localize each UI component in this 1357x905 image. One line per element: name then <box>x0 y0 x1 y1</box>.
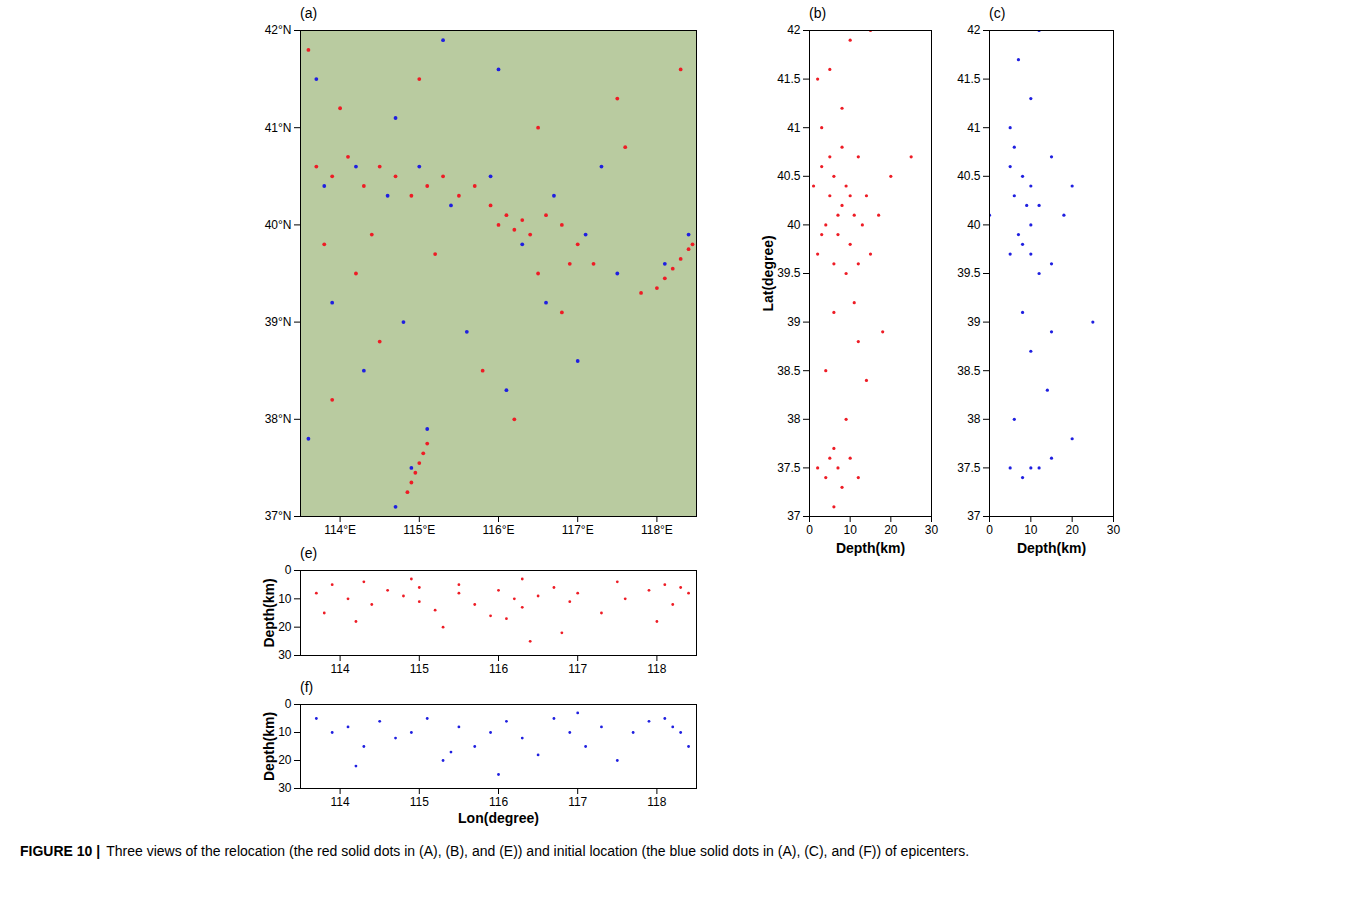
svg-text:39°N: 39°N <box>265 315 292 329</box>
svg-text:38°N: 38°N <box>265 412 292 426</box>
svg-text:114: 114 <box>331 795 350 809</box>
svg-text:Depth(km): Depth(km) <box>261 712 277 781</box>
svg-text:39: 39 <box>787 315 801 329</box>
svg-text:0: 0 <box>285 697 292 711</box>
svg-text:41.5: 41.5 <box>957 72 981 86</box>
svg-text:30: 30 <box>278 781 292 795</box>
svg-text:116: 116 <box>489 662 508 676</box>
svg-text:10: 10 <box>1024 523 1038 537</box>
svg-text:115: 115 <box>410 662 429 676</box>
svg-text:20: 20 <box>278 620 292 634</box>
svg-text:117°E: 117°E <box>562 523 594 537</box>
svg-text:38: 38 <box>967 412 981 426</box>
svg-text:37: 37 <box>787 509 801 523</box>
svg-text:114: 114 <box>331 662 350 676</box>
svg-text:Depth(km): Depth(km) <box>261 578 277 647</box>
svg-text:10: 10 <box>278 592 292 606</box>
svg-text:20: 20 <box>278 753 292 767</box>
svg-text:30: 30 <box>1107 523 1121 537</box>
svg-text:115°E: 115°E <box>403 523 435 537</box>
svg-text:39.5: 39.5 <box>777 266 801 280</box>
svg-text:116°E: 116°E <box>483 523 515 537</box>
svg-text:40: 40 <box>787 218 801 232</box>
svg-text:42: 42 <box>787 23 801 37</box>
svg-text:39.5: 39.5 <box>957 266 981 280</box>
svg-text:37.5: 37.5 <box>777 461 801 475</box>
svg-text:116: 116 <box>489 795 508 809</box>
svg-text:37: 37 <box>967 509 981 523</box>
html-text:(b): (b) <box>809 5 827 21</box>
svg-text:118: 118 <box>647 662 666 676</box>
svg-text:42: 42 <box>967 23 981 37</box>
svg-text:117: 117 <box>568 662 587 676</box>
svg-text:118: 118 <box>647 795 666 809</box>
svg-text:40°N: 40°N <box>265 218 292 232</box>
svg-text:38: 38 <box>787 412 801 426</box>
svg-text:40: 40 <box>967 218 981 232</box>
svg-text:39: 39 <box>967 315 981 329</box>
svg-text:114°E: 114°E <box>324 523 356 537</box>
svg-text:41°N: 41°N <box>265 121 292 135</box>
svg-text:115: 115 <box>410 795 429 809</box>
svg-text:30: 30 <box>278 648 292 662</box>
svg-text:Lat(degree): Lat(degree) <box>760 235 776 311</box>
svg-text:37.5: 37.5 <box>957 461 981 475</box>
svg-text:38.5: 38.5 <box>777 364 801 378</box>
svg-text:0: 0 <box>285 563 292 577</box>
svg-text:20: 20 <box>884 523 898 537</box>
svg-text:42°N: 42°N <box>265 23 292 37</box>
svg-text:10: 10 <box>843 523 857 537</box>
svg-text:Depth(km): Depth(km) <box>1017 540 1086 556</box>
html-text:(e): (e) <box>300 545 318 561</box>
svg-text:41.5: 41.5 <box>777 72 801 86</box>
svg-text:0: 0 <box>806 523 813 537</box>
svg-text:20: 20 <box>1065 523 1079 537</box>
svg-text:Lon(degree): Lon(degree) <box>458 810 539 826</box>
svg-text:118°E: 118°E <box>641 523 673 537</box>
svg-text:0: 0 <box>986 523 993 537</box>
svg-text:40.5: 40.5 <box>957 169 981 183</box>
html-text:FIGURE 10 | Three views of the: FIGURE 10 | Three views of the relocatio… <box>20 843 970 859</box>
svg-text:38.5: 38.5 <box>957 364 981 378</box>
svg-text:41: 41 <box>787 121 801 135</box>
html-text:(c): (c) <box>989 5 1006 21</box>
svg-text:30: 30 <box>925 523 939 537</box>
svg-text:117: 117 <box>568 795 587 809</box>
svg-text:Depth(km): Depth(km) <box>836 540 905 556</box>
html-text:(a): (a) <box>300 5 318 21</box>
svg-text:37°N: 37°N <box>265 509 292 523</box>
svg-text:10: 10 <box>278 725 292 739</box>
svg-text:40.5: 40.5 <box>777 169 801 183</box>
html-text:(f): (f) <box>300 679 314 695</box>
svg-text:41: 41 <box>967 121 981 135</box>
